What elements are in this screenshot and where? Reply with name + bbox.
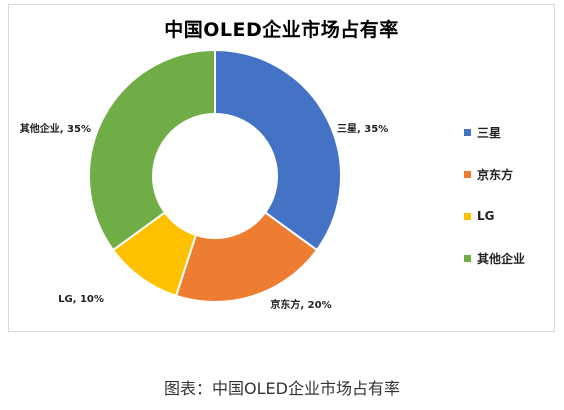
legend-label: 三星 bbox=[477, 125, 502, 140]
donut-slice-2 bbox=[174, 211, 319, 303]
legend-label: LG bbox=[477, 209, 495, 223]
legend-item-3: LG bbox=[464, 209, 525, 223]
legend-item-2: 京东方 bbox=[464, 167, 525, 182]
chart-legend: 三星京东方 LG 其他企业 bbox=[464, 125, 525, 293]
data-label-4: 其他企业, 35% bbox=[20, 122, 91, 135]
donut-slice-4 bbox=[88, 48, 216, 252]
legend-item-4: 其他企业 bbox=[464, 251, 526, 266]
figure-caption: 图表：中国OLED企业市场占有率 bbox=[164, 379, 400, 398]
chart-frame: 中国OLED企业市场占有率 三星, 35% 京东方, 20% LG, 10% 其他企业… bbox=[8, 4, 555, 332]
legend-label: 京东方 bbox=[477, 167, 514, 182]
data-label-2: 京东方, 20% bbox=[270, 298, 331, 311]
legend-swatch bbox=[464, 254, 471, 262]
legend-swatch bbox=[464, 212, 471, 220]
legend-label: 其他企业 bbox=[477, 251, 526, 266]
legend-swatch bbox=[464, 128, 471, 136]
legend-swatch bbox=[464, 170, 471, 178]
chart-title: 中国OLED企业市场占有率 bbox=[164, 19, 399, 41]
data-label-3: LG, 10% bbox=[58, 294, 104, 305]
donut-chart: 三星, 35% 京东方, 20% LG, 10% 其他企业, 35% bbox=[20, 48, 388, 311]
legend-item-1: 三星 bbox=[464, 125, 525, 140]
data-label-1: 三星, 35% bbox=[337, 123, 388, 135]
donut-slice-1 bbox=[214, 48, 342, 252]
